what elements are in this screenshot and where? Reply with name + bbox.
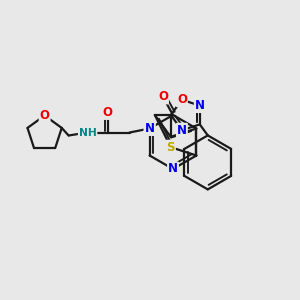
Text: N: N — [168, 163, 178, 176]
Text: O: O — [103, 106, 112, 119]
Text: N: N — [145, 122, 154, 135]
Text: O: O — [177, 93, 187, 106]
Text: NH: NH — [79, 128, 97, 137]
Text: N: N — [145, 122, 154, 135]
Text: N: N — [177, 124, 187, 137]
Text: O: O — [158, 91, 168, 103]
Text: S: S — [167, 141, 175, 154]
Text: N: N — [195, 99, 205, 112]
Text: O: O — [40, 109, 50, 122]
